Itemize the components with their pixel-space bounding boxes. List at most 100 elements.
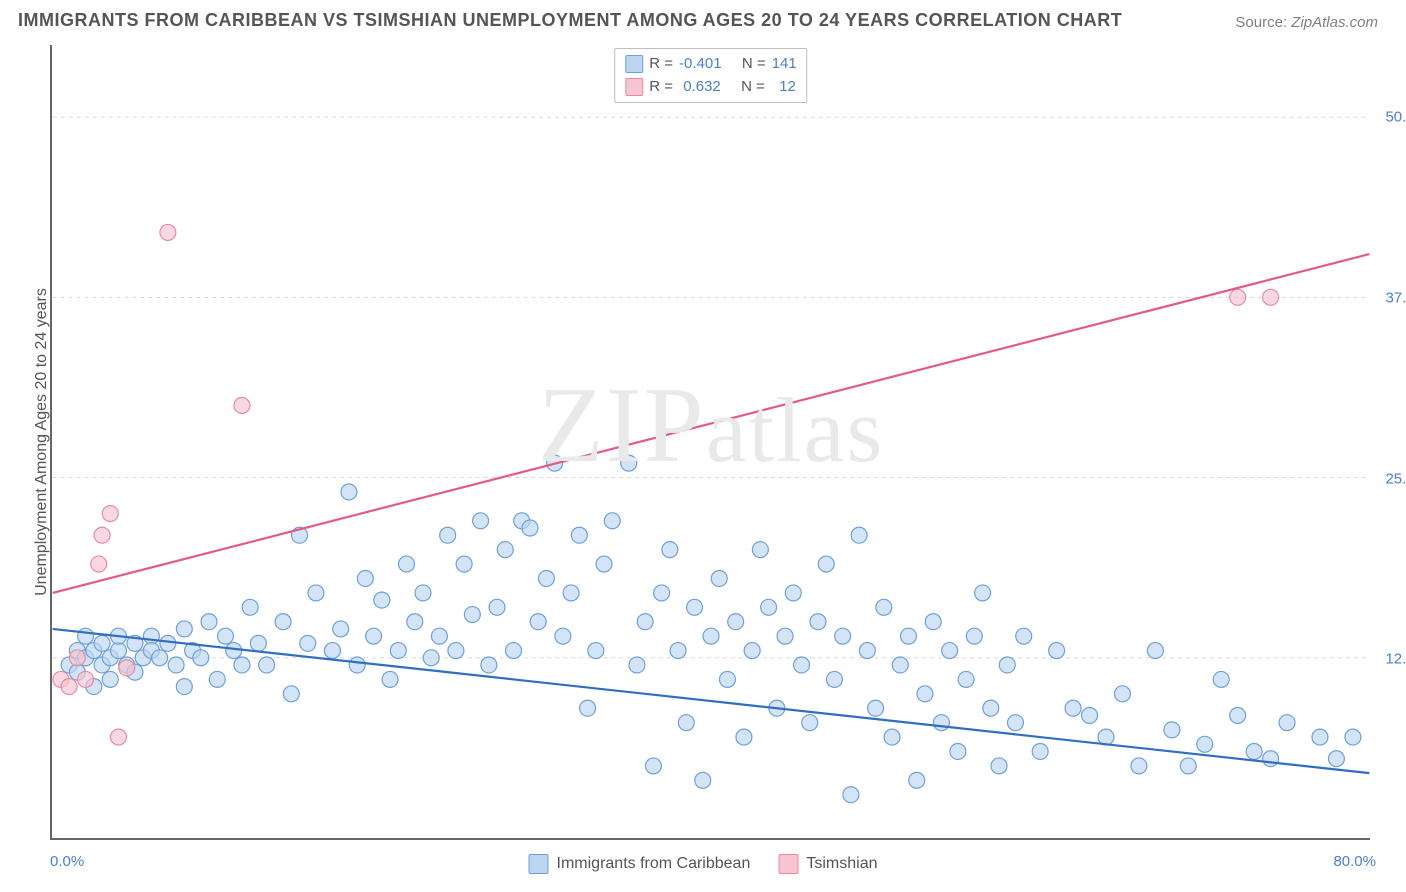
data-point [333, 621, 349, 637]
data-point [1263, 289, 1279, 305]
trend-line [53, 629, 1370, 773]
y-axis-label: Unemployment Among Ages 20 to 24 years [33, 288, 51, 596]
plot-svg [52, 45, 1370, 838]
data-point [152, 650, 168, 666]
data-point [761, 599, 777, 615]
data-point [571, 527, 587, 543]
data-point [1114, 686, 1130, 702]
data-point [1230, 707, 1246, 723]
data-point [983, 700, 999, 716]
data-point [859, 643, 875, 659]
data-point [390, 643, 406, 659]
legend-series: Immigrants from Caribbean Tsimshian [529, 854, 878, 874]
data-point [308, 585, 324, 601]
data-point [374, 592, 390, 608]
data-point [604, 513, 620, 529]
data-point [901, 628, 917, 644]
data-point [555, 628, 571, 644]
data-point [975, 585, 991, 601]
data-point [703, 628, 719, 644]
source-attribution: Source: ZipAtlas.com [1235, 14, 1378, 31]
data-point [777, 628, 793, 644]
data-point [942, 643, 958, 659]
data-point [357, 570, 373, 586]
data-point [678, 715, 694, 731]
data-point [423, 650, 439, 666]
data-point [596, 556, 612, 572]
data-point [933, 715, 949, 731]
data-point [366, 628, 382, 644]
data-point [736, 729, 752, 745]
data-point [950, 744, 966, 760]
data-point [78, 671, 94, 687]
data-point [728, 614, 744, 630]
legend-correlation: R = -0.401 N = 141 R = 0.632 N = 12 [614, 48, 807, 103]
data-point [621, 455, 637, 471]
data-point [176, 679, 192, 695]
data-point [102, 506, 118, 522]
data-point [324, 643, 340, 659]
data-point [506, 643, 522, 659]
data-point [588, 643, 604, 659]
data-point [217, 628, 233, 644]
data-point [226, 643, 242, 659]
data-point [300, 635, 316, 651]
legend-r-value-1: -0.401 [679, 53, 722, 76]
legend-row-series-1: R = -0.401 N = 141 [625, 53, 796, 76]
data-point [69, 650, 85, 666]
data-point [341, 484, 357, 500]
data-point [176, 621, 192, 637]
data-point [102, 671, 118, 687]
data-point [234, 657, 250, 673]
legend-swatch-1 [625, 55, 643, 73]
legend-r-label-1: R = [649, 53, 673, 76]
data-point [160, 224, 176, 240]
data-point [530, 614, 546, 630]
data-point [349, 657, 365, 673]
data-point [1032, 744, 1048, 760]
data-point [481, 657, 497, 673]
data-point [925, 614, 941, 630]
data-point [94, 527, 110, 543]
data-point [415, 585, 431, 601]
data-point [637, 614, 653, 630]
data-point [1230, 289, 1246, 305]
data-point [810, 614, 826, 630]
data-point [826, 671, 842, 687]
data-point [1008, 715, 1024, 731]
data-point [78, 628, 94, 644]
data-point [1049, 643, 1065, 659]
data-point [193, 650, 209, 666]
legend-bottom-label-2: Tsimshian [806, 855, 877, 873]
data-point [1197, 736, 1213, 752]
data-point [94, 635, 110, 651]
data-point [752, 542, 768, 558]
data-point [234, 397, 250, 413]
plot-area: Unemployment Among Ages 20 to 24 years Z… [50, 45, 1370, 840]
trend-line [53, 254, 1370, 593]
data-point [662, 542, 678, 558]
source-value: ZipAtlas.com [1291, 14, 1378, 31]
data-point [580, 700, 596, 716]
y-tick-label: 37.5% [1378, 289, 1406, 306]
data-point [654, 585, 670, 601]
data-point [1147, 643, 1163, 659]
data-point [283, 686, 299, 702]
legend-bottom-swatch-2 [778, 854, 798, 874]
legend-r-value-2: 0.632 [679, 76, 721, 99]
data-point [275, 614, 291, 630]
data-point [744, 643, 760, 659]
data-point [835, 628, 851, 644]
data-point [917, 686, 933, 702]
data-point [160, 635, 176, 651]
data-point [497, 542, 513, 558]
legend-item-2: Tsimshian [778, 854, 877, 874]
data-point [431, 628, 447, 644]
data-point [209, 671, 225, 687]
data-point [802, 715, 818, 731]
data-point [119, 660, 135, 676]
data-point [868, 700, 884, 716]
data-point [382, 671, 398, 687]
data-point [489, 599, 505, 615]
data-point [794, 657, 810, 673]
